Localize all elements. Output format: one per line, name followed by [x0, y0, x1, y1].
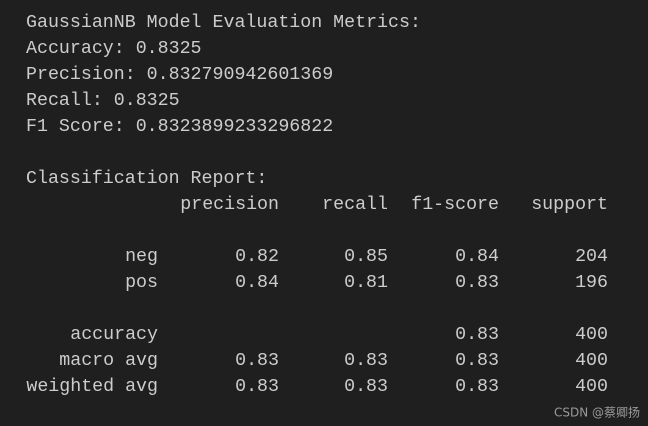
cell: 0.83	[455, 325, 499, 345]
row-label: macro avg	[59, 351, 158, 371]
cell: 196	[575, 273, 608, 293]
column-header: precision	[180, 195, 279, 215]
cell: 204	[575, 247, 608, 267]
column-header: recall	[322, 195, 388, 215]
cell: 400	[575, 325, 608, 345]
cell: 0.83	[455, 273, 499, 293]
column-header: support	[531, 195, 608, 215]
cell: 0.85	[344, 247, 388, 267]
report-title: Classification Report:	[26, 169, 267, 189]
row-label: accuracy	[70, 325, 158, 345]
metric-line: Recall: 0.8325	[26, 91, 180, 111]
cell: 0.83	[344, 377, 388, 397]
cell: 0.83	[455, 351, 499, 371]
cell: 0.83	[455, 377, 499, 397]
column-header: f1-score	[411, 195, 499, 215]
cell: 0.81	[344, 273, 388, 293]
cell: 400	[575, 351, 608, 371]
cell: 400	[575, 377, 608, 397]
cell: 0.83	[235, 351, 279, 371]
watermark: CSDN @蔡卿扬	[554, 405, 640, 420]
cell: 0.83	[235, 377, 279, 397]
cell: 0.84	[455, 247, 499, 267]
output-title: GaussianNB Model Evaluation Metrics:	[26, 13, 421, 33]
cell: 0.82	[235, 247, 279, 267]
cell: 0.83	[344, 351, 388, 371]
metric-line: Precision: 0.832790942601369	[26, 65, 333, 85]
row-label: neg	[125, 247, 158, 267]
row-label: pos	[125, 273, 158, 293]
row-label: weighted avg	[26, 377, 158, 397]
metric-line: F1 Score: 0.8323899233296822	[26, 117, 333, 137]
metric-line: Accuracy: 0.8325	[26, 39, 202, 59]
cell: 0.84	[235, 273, 279, 293]
